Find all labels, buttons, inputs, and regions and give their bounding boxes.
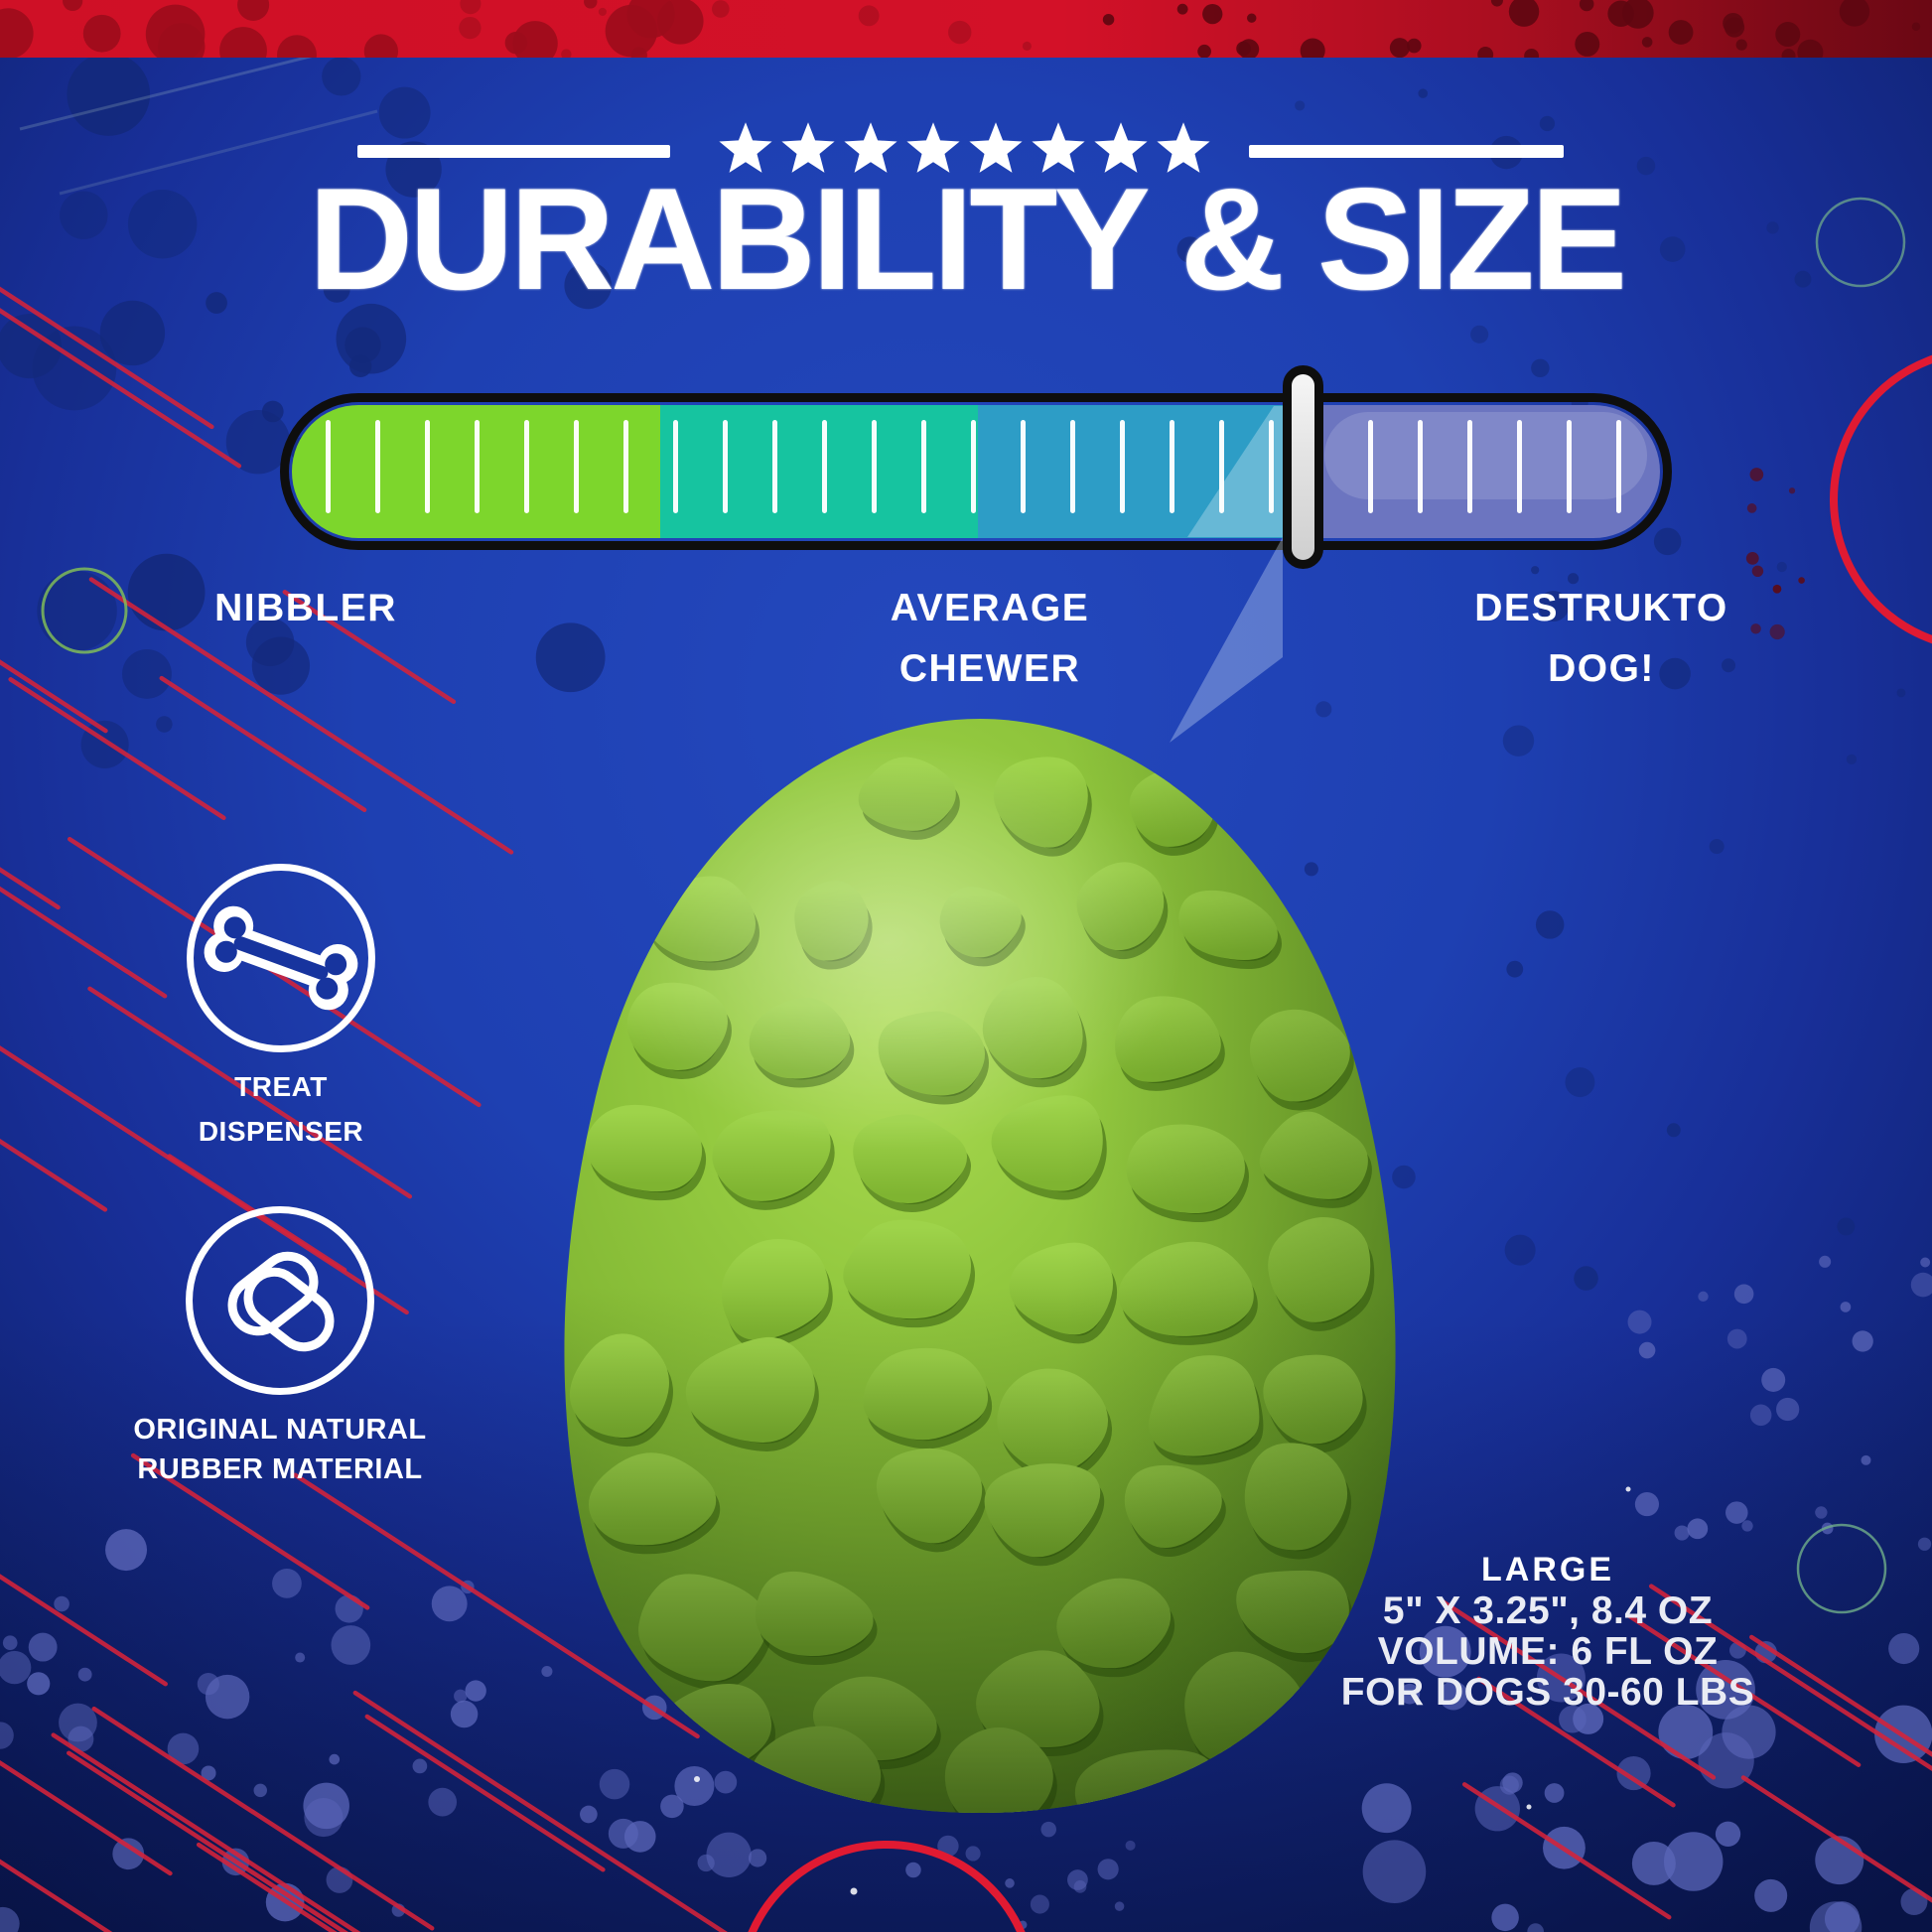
segment-inner-highlight	[1324, 412, 1647, 499]
meter-tick	[723, 420, 728, 513]
rubber-band-icon	[227, 1251, 335, 1352]
meter-tick	[326, 420, 331, 513]
page-title: DURABILITY & SIZE	[308, 158, 1628, 320]
meter-label-line: DESTRUKTO	[1474, 587, 1728, 629]
meter-tick	[574, 420, 579, 513]
meter-tick	[673, 420, 678, 513]
feature-label-line: ORIGINAL NATURAL	[133, 1414, 427, 1446]
star-icon	[906, 122, 960, 173]
meter-tick	[1021, 420, 1026, 513]
meter-tick	[822, 420, 827, 513]
star-icon	[969, 122, 1023, 173]
feature-label-line: RUBBER MATERIAL	[137, 1453, 423, 1485]
meter-tick	[524, 420, 529, 513]
feature-label-line: TREAT	[234, 1071, 328, 1102]
rubber-material-feature	[186, 1206, 374, 1395]
treat-dispenser-feature	[187, 864, 375, 1052]
star-icon	[781, 122, 835, 173]
banner-halftone-dots	[0, 0, 1921, 58]
meter-tick	[475, 420, 480, 513]
meter-tick	[375, 420, 380, 513]
meter-label-line: DOG!	[1548, 647, 1655, 690]
meter-tick	[1070, 420, 1075, 513]
size-label: LARGE	[1481, 1551, 1614, 1588]
meter-tick	[1467, 420, 1472, 513]
size-info-block: LARGE 5" X 3.25", 8.4 OZ VOLUME: 6 FL OZ…	[1300, 1549, 1796, 1713]
meter-tick	[1517, 420, 1522, 513]
segment-light-chewer	[660, 405, 978, 538]
rubber-material-label: ORIGINAL NATURAL RUBBER MATERIAL	[62, 1410, 498, 1489]
meter-tick	[1616, 420, 1621, 513]
meter-label-line: AVERAGE	[890, 587, 1090, 629]
star-rating-row	[718, 121, 1211, 175]
star-icon	[844, 122, 897, 173]
star-icon	[1032, 122, 1085, 173]
meter-label-destrukto-dog: DESTRUKTO DOG!	[1428, 578, 1775, 699]
product-image-dino-egg	[561, 713, 1400, 1815]
treat-dispenser-label: TREAT DISPENSER	[102, 1064, 460, 1154]
durability-slider-handle[interactable]	[1283, 365, 1323, 569]
size-dog-weight: FOR DOGS 30-60 LBS	[1340, 1671, 1755, 1714]
meter-tick	[425, 420, 430, 513]
segment-average-chewer	[978, 405, 1295, 538]
meter-tick	[1219, 420, 1224, 513]
meter-tick	[1418, 420, 1423, 513]
meter-label-nibbler: NIBBLER	[157, 578, 455, 638]
meter-tick	[1567, 420, 1572, 513]
meter-tick	[921, 420, 926, 513]
feature-label-line: DISPENSER	[198, 1116, 364, 1147]
star-icon	[1157, 122, 1210, 173]
meter-label-average-chewer: AVERAGE CHEWER	[816, 578, 1164, 699]
header-rule-right	[1249, 145, 1564, 158]
meter-label-line: NIBBLER	[214, 587, 397, 629]
size-volume: VOLUME: 6 FL OZ	[1377, 1630, 1719, 1673]
segment-destrukto	[1295, 405, 1660, 538]
meter-label-line: CHEWER	[898, 647, 1081, 690]
bone-icon	[204, 905, 358, 1011]
durability-meter	[280, 393, 1672, 550]
header-rule-left	[357, 145, 670, 158]
meter-tick	[1120, 420, 1125, 513]
size-dimensions: 5" X 3.25", 8.4 OZ	[1382, 1589, 1714, 1632]
top-banner	[0, 0, 1932, 58]
star-icon	[719, 122, 772, 173]
meter-tick	[971, 420, 976, 513]
star-icon	[1094, 122, 1148, 173]
meter-tick	[1269, 420, 1274, 513]
meter-tick	[1368, 420, 1373, 513]
meter-tick	[772, 420, 777, 513]
meter-tick	[872, 420, 877, 513]
meter-tick	[1170, 420, 1174, 513]
durability-meter-track	[292, 405, 1660, 538]
meter-tick	[623, 420, 628, 513]
